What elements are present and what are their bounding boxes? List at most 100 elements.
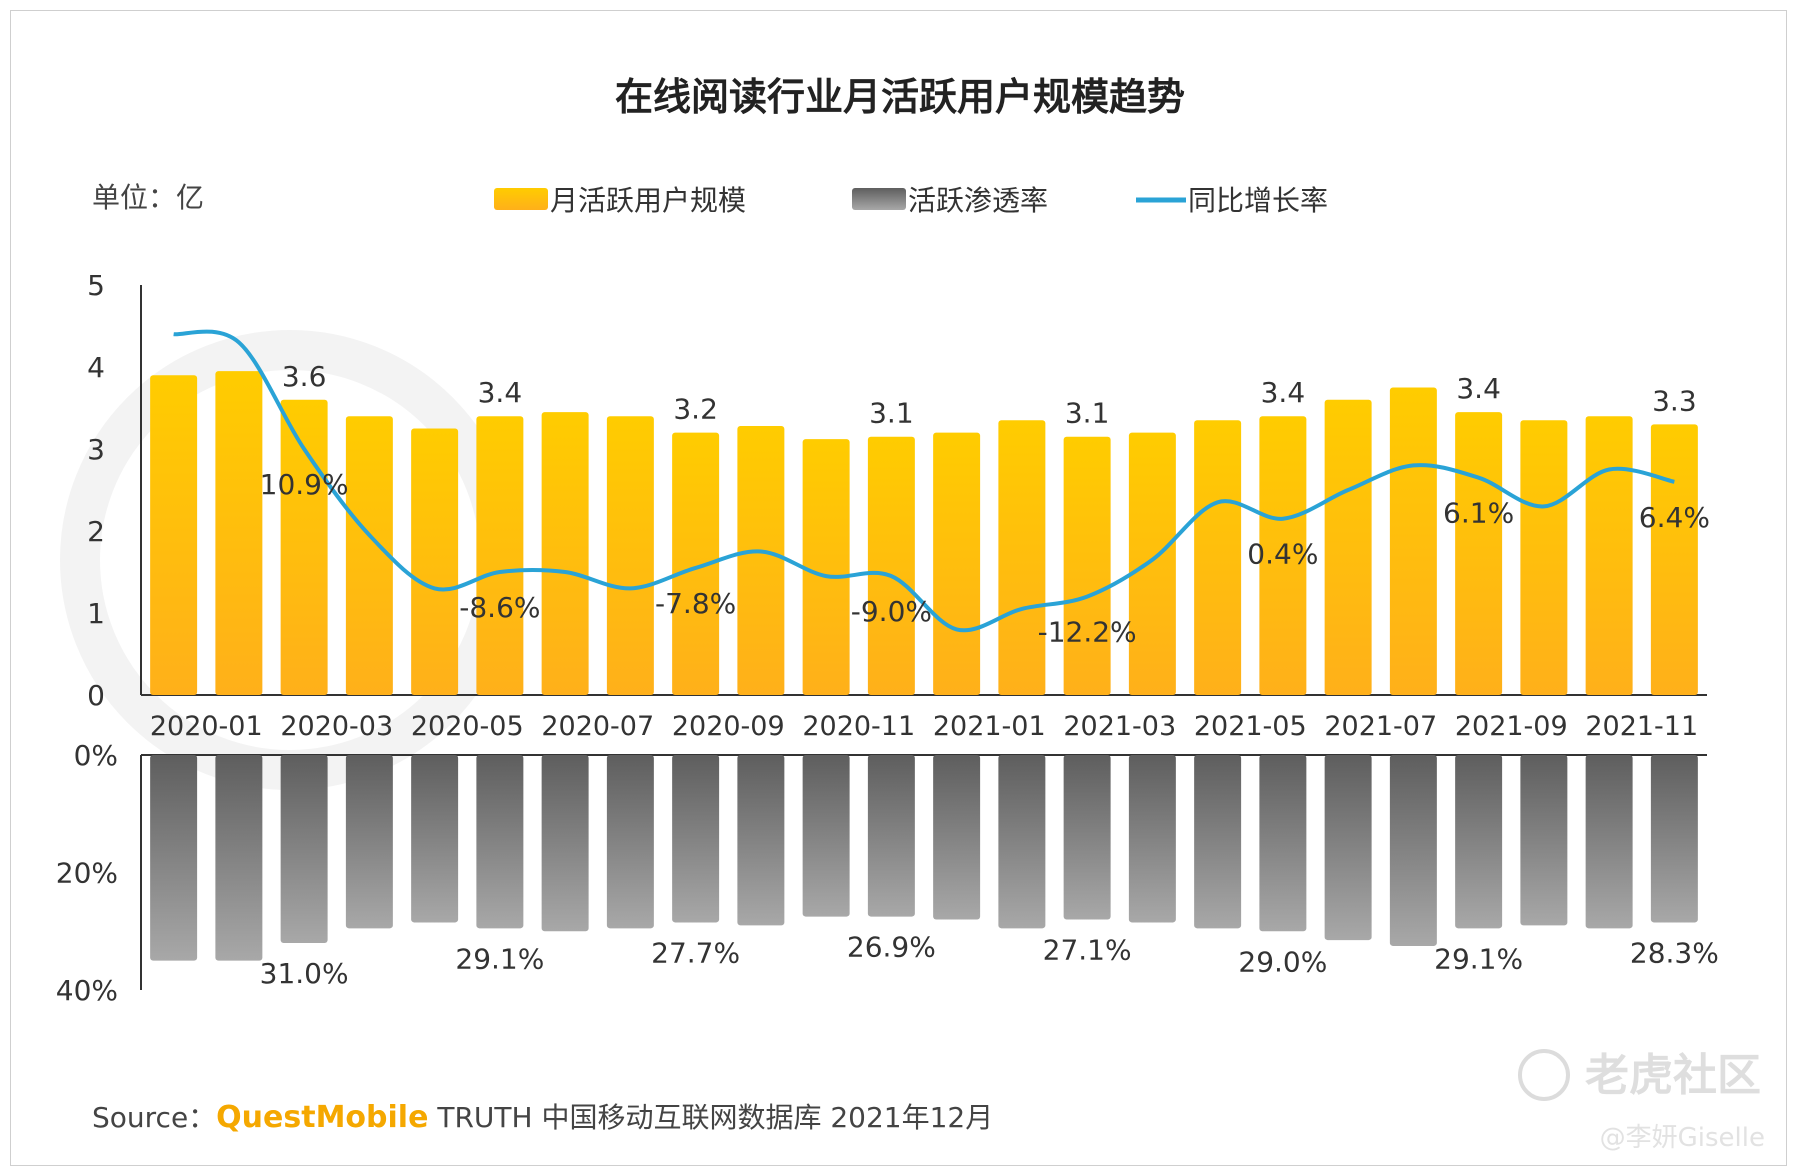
- penetration-data-label: 27.1%: [1043, 934, 1132, 967]
- penetration-data-label: 31.0%: [260, 957, 349, 990]
- watermark-site: 老虎社区: [1585, 1050, 1761, 1101]
- penetration-bar: [1455, 755, 1503, 929]
- mau-bar: [150, 375, 198, 695]
- penetration-data-label: 29.1%: [1434, 942, 1523, 975]
- penetration-data-labels: 31.0% 29.1% 27.7% 26.9% 27.1% 29.0% 29.1% 28.3%: [260, 931, 1719, 990]
- mau-y-tick: 3: [87, 433, 105, 466]
- penetration-bar: [867, 755, 915, 917]
- x-tick-label: 2020-11: [802, 711, 915, 742]
- penetration-bar: [1128, 755, 1176, 923]
- source-note: Source：QuestMobile TRUTH 中国移动互联网数据库 2021…: [92, 1100, 993, 1135]
- x-tick-label: 2021-01: [933, 711, 1046, 742]
- mau-bar: [606, 416, 654, 695]
- mau-bar: [215, 371, 263, 695]
- penetration-y-tick: 20%: [56, 857, 118, 890]
- mau-bar: [1063, 436, 1111, 695]
- yoy-data-label: -9.0%: [851, 595, 932, 628]
- mau-bar: [345, 416, 393, 695]
- penetration-bar: [1585, 755, 1633, 929]
- mau-bar: [1128, 432, 1176, 695]
- penetration-data-label: 26.9%: [847, 931, 936, 964]
- mau-y-tick: 1: [87, 597, 105, 630]
- penetration-data-label: 27.7%: [651, 936, 740, 969]
- yoy-data-label: -7.8%: [655, 587, 736, 620]
- legend: 月活跃用户规模 活跃渗透率 同比增长率: [494, 184, 1328, 217]
- penetration-bar: [933, 755, 981, 920]
- penetration-bar: [411, 755, 459, 923]
- mau-data-label: 3.2: [673, 393, 718, 426]
- x-tick-label: 2021-07: [1324, 711, 1437, 742]
- mau-bar: [541, 412, 589, 695]
- penetration-bar: [1650, 755, 1698, 923]
- legend-label-penetration: 活跃渗透率: [908, 184, 1048, 217]
- penetration-bar: [672, 755, 720, 923]
- mau-y-tick: 2: [87, 515, 105, 548]
- mau-bar: [1259, 416, 1307, 695]
- penetration-bar: [1259, 755, 1307, 932]
- penetration-bar: [150, 755, 198, 961]
- penetration-bar: [1389, 755, 1437, 946]
- mau-bar: [672, 432, 720, 695]
- watermark: 老虎社区 @李妍Giselle: [1518, 1049, 1765, 1153]
- chart-title: 在线阅读行业月活跃用户规模趋势: [615, 75, 1185, 119]
- mau-y-tick: 5: [87, 269, 105, 302]
- source-brand: QuestMobile: [216, 1100, 428, 1135]
- mau-bars: [150, 371, 1698, 695]
- penetration-bar: [802, 755, 850, 917]
- mau-bar: [1455, 412, 1503, 695]
- mau-data-label: 3.3: [1652, 384, 1697, 417]
- watermark-logo-icon: [1518, 1049, 1570, 1101]
- mau-bar: [1650, 424, 1698, 695]
- mau-data-label: 3.4: [1261, 376, 1306, 409]
- penetration-bar: [1324, 755, 1372, 941]
- penetration-bar: [998, 755, 1046, 929]
- mau-data-label: 3.4: [1456, 372, 1501, 405]
- unit-label: 单位：亿: [92, 181, 204, 214]
- mau-bar: [1585, 416, 1633, 695]
- mau-bar: [476, 416, 524, 695]
- penetration-bar: [280, 755, 328, 943]
- penetration-bar: [345, 755, 393, 929]
- mau-data-label: 3.6: [282, 360, 327, 393]
- legend-label-yoy: 同比增长率: [1188, 184, 1328, 217]
- mau-bar: [280, 399, 328, 695]
- penetration-bar: [606, 755, 654, 929]
- legend-swatch-mau: [494, 188, 548, 210]
- mau-data-label: 3.4: [478, 376, 523, 409]
- source-rest: TRUTH 中国移动互联网数据库 2021年12月: [428, 1101, 993, 1134]
- yoy-data-label: -8.6%: [459, 591, 540, 624]
- x-tick-label: 2020-05: [411, 711, 524, 742]
- penetration-data-label: 28.3%: [1630, 936, 1719, 969]
- penetration-bar: [1194, 755, 1242, 929]
- x-tick-label: 2020-09: [672, 711, 785, 742]
- x-tick-label: 2021-05: [1194, 711, 1307, 742]
- x-tick-label: 2021-03: [1063, 711, 1176, 742]
- mau-bar: [1324, 399, 1372, 695]
- x-tick-label: 2021-11: [1585, 711, 1698, 742]
- x-tick-label: 2020-03: [280, 711, 393, 742]
- penetration-bar: [215, 755, 263, 961]
- penetration-bars: [150, 755, 1698, 961]
- mau-y-tick: 4: [87, 351, 105, 384]
- penetration-bar: [1520, 755, 1568, 926]
- mau-data-labels: 3.6 3.4 3.2 3.1 3.1 3.4 3.4 3.3: [282, 360, 1697, 430]
- penetration-bar: [476, 755, 524, 929]
- penetration-bar: [541, 755, 589, 932]
- yoy-data-label: 6.1%: [1443, 497, 1514, 530]
- yoy-data-label: 6.4%: [1639, 501, 1710, 534]
- penetration-y-tick: 40%: [56, 974, 118, 1007]
- source-prefix: Source：: [92, 1101, 216, 1134]
- mau-bar: [867, 436, 915, 695]
- mau-bar: [737, 426, 785, 695]
- x-tick-label: 2021-09: [1455, 711, 1568, 742]
- x-tick-label: 2020-01: [150, 711, 263, 742]
- penetration-y-axis-ticks: 0% 20% 40%: [56, 739, 118, 1007]
- penetration-bar: [737, 755, 785, 926]
- penetration-data-label: 29.0%: [1238, 945, 1327, 978]
- mau-bar: [998, 420, 1046, 695]
- yoy-data-label: -12.2%: [1038, 616, 1137, 649]
- mau-y-tick: 0: [87, 679, 105, 712]
- yoy-data-labels: 10.9% -8.6% -7.8% -9.0% -12.2% 0.4% 6.1% 6.4%: [260, 468, 1710, 649]
- legend-label-mau: 月活跃用户规模: [550, 184, 746, 217]
